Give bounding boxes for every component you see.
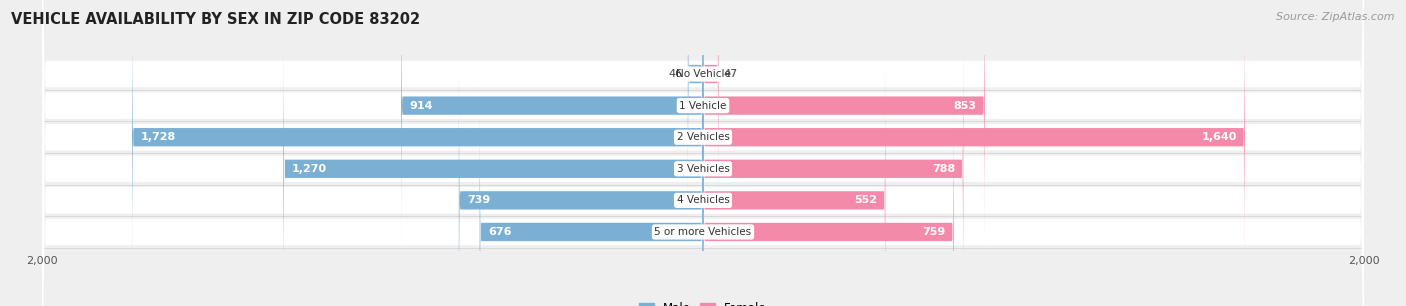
Text: 5 or more Vehicles: 5 or more Vehicles: [654, 227, 752, 237]
Text: 914: 914: [409, 101, 433, 111]
Legend: Male, Female: Male, Female: [634, 297, 772, 306]
FancyBboxPatch shape: [703, 0, 718, 223]
Text: 47: 47: [724, 69, 738, 79]
Text: 759: 759: [922, 227, 945, 237]
Text: Source: ZipAtlas.com: Source: ZipAtlas.com: [1277, 12, 1395, 22]
Text: 3 Vehicles: 3 Vehicles: [676, 164, 730, 174]
Text: 788: 788: [932, 164, 955, 174]
Text: 2 Vehicles: 2 Vehicles: [676, 132, 730, 142]
FancyBboxPatch shape: [42, 0, 1364, 306]
Text: 46: 46: [669, 69, 683, 79]
Text: 1,640: 1,640: [1201, 132, 1237, 142]
FancyBboxPatch shape: [688, 0, 703, 223]
Text: 853: 853: [953, 101, 977, 111]
FancyBboxPatch shape: [132, 0, 703, 286]
FancyBboxPatch shape: [703, 83, 953, 306]
FancyBboxPatch shape: [284, 20, 703, 306]
Text: 676: 676: [488, 227, 512, 237]
Text: 1,270: 1,270: [291, 164, 326, 174]
Text: 4 Vehicles: 4 Vehicles: [676, 195, 730, 205]
Text: VEHICLE AVAILABILITY BY SEX IN ZIP CODE 83202: VEHICLE AVAILABILITY BY SEX IN ZIP CODE …: [11, 12, 420, 27]
FancyBboxPatch shape: [42, 0, 1364, 306]
FancyBboxPatch shape: [703, 0, 984, 254]
Text: 1 Vehicle: 1 Vehicle: [679, 101, 727, 111]
Text: No Vehicle: No Vehicle: [675, 69, 731, 79]
FancyBboxPatch shape: [42, 0, 1364, 306]
FancyBboxPatch shape: [703, 0, 1244, 286]
FancyBboxPatch shape: [703, 20, 963, 306]
FancyBboxPatch shape: [401, 0, 703, 254]
FancyBboxPatch shape: [42, 0, 1364, 306]
FancyBboxPatch shape: [479, 83, 703, 306]
FancyBboxPatch shape: [458, 52, 703, 306]
FancyBboxPatch shape: [42, 0, 1364, 306]
FancyBboxPatch shape: [703, 52, 886, 306]
Text: 552: 552: [853, 195, 877, 205]
FancyBboxPatch shape: [42, 0, 1364, 306]
Text: 1,728: 1,728: [141, 132, 176, 142]
Text: 739: 739: [467, 195, 491, 205]
